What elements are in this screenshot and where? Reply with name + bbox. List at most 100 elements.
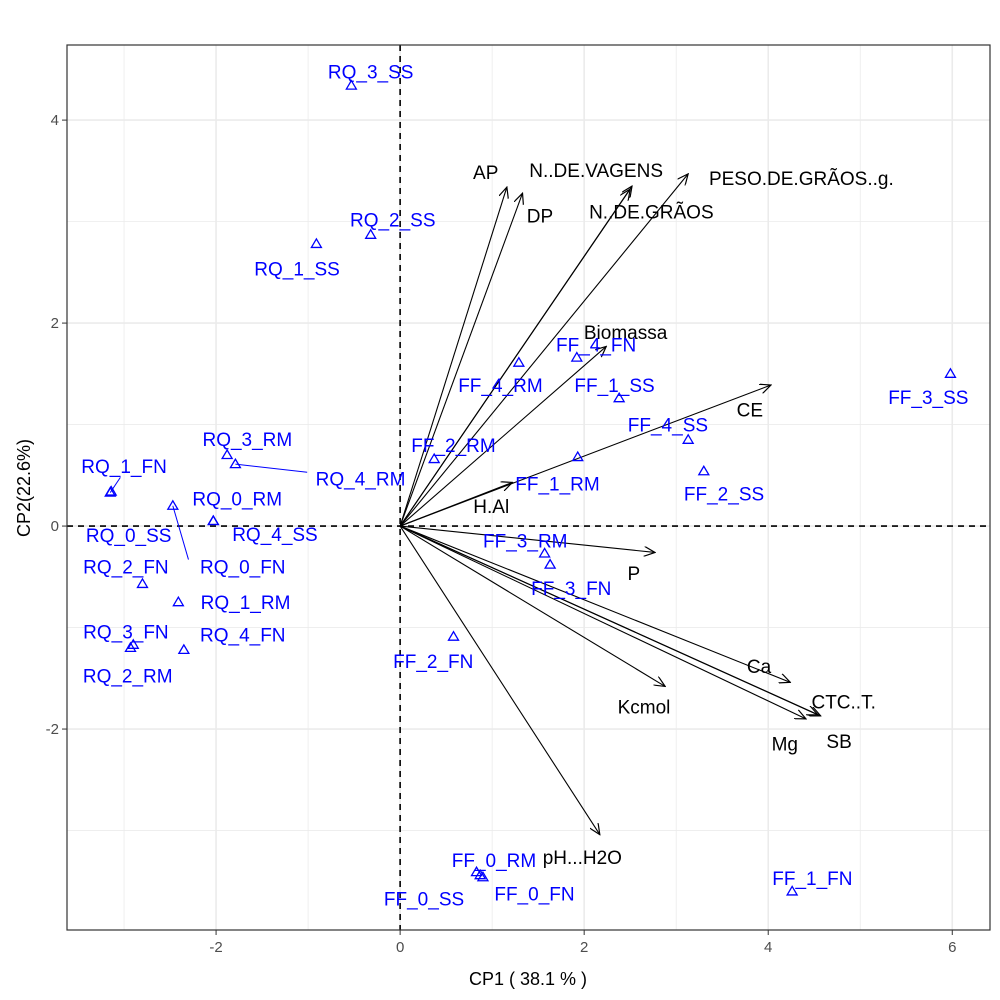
loading-arrow	[399, 525, 665, 686]
x-axis-title: CP1 ( 38.1 % )	[469, 969, 587, 989]
loading-arrow	[399, 346, 606, 527]
y-tick-label: -2	[46, 721, 59, 738]
loading-arrow	[400, 525, 655, 552]
loading-arrow	[399, 482, 512, 527]
observation-label: RQ_3_RM	[202, 430, 292, 451]
observation-label: RQ_1_RM	[201, 593, 291, 614]
observation-label: FF_0_SS	[384, 890, 464, 911]
variable-label: N..DE.GRÃOS	[589, 201, 714, 223]
variable-label: Kcmol	[618, 698, 671, 719]
variable-label: Mg	[772, 734, 798, 755]
variable-label: N..DE.VAGENS	[529, 161, 663, 182]
loading-arrow	[399, 193, 522, 527]
observation-point	[364, 228, 377, 239]
variable-label: CE	[737, 400, 763, 421]
observation-label: RQ_2_RM	[83, 666, 173, 687]
observation-point	[682, 433, 695, 444]
observation-point	[786, 885, 799, 896]
observation-point	[105, 485, 118, 496]
observation-point	[613, 391, 626, 403]
observation-point	[172, 595, 185, 607]
observation-label: RQ_4_SS	[232, 525, 318, 546]
y-tick-label: 4	[51, 112, 59, 129]
observation-point	[476, 870, 490, 882]
observation-point	[207, 514, 220, 526]
y-axis-title: CP2(22.6%)	[14, 439, 34, 537]
variable-label: DP	[527, 207, 553, 228]
x-tick-label: 4	[764, 939, 772, 956]
loading-arrow	[399, 525, 790, 682]
observation-label: FF_3_SS	[888, 388, 968, 409]
observation-label: RQ_3_SS	[328, 62, 414, 83]
observation-point	[220, 448, 234, 460]
label-leader-line	[172, 505, 189, 560]
variable-label: Ca	[747, 657, 772, 678]
observation-label: FF_1_FN	[772, 869, 852, 890]
y-tick-label: 0	[51, 518, 59, 535]
observation-point	[470, 865, 483, 877]
label-leader-line	[235, 463, 308, 473]
observation-point	[570, 351, 583, 362]
observation-label: RQ_0_FN	[200, 558, 286, 579]
observation-label: RQ_1_FN	[81, 457, 167, 478]
axis-ticks: -2 0 2 4 6 -2 0 2 4	[46, 112, 957, 956]
y-tick-label: 2	[51, 315, 59, 332]
observation-label: FF_0_FN	[494, 884, 574, 905]
observation-label: FF_4_SS	[628, 416, 708, 437]
variable-label: H.Al	[473, 497, 509, 518]
observation-label: FF_1_RM	[515, 474, 599, 495]
observation-label: RQ_4_FN	[200, 626, 286, 647]
variable-label: CTC..T.	[811, 693, 875, 714]
observation-point	[166, 499, 179, 510]
variable-label: SB	[826, 732, 851, 753]
observation-point	[428, 452, 441, 464]
observation-point	[229, 457, 242, 469]
observation-label: FF_4_RM	[458, 376, 542, 397]
variable-label: P	[628, 564, 641, 585]
observation-point	[538, 547, 551, 558]
observation-point	[543, 558, 557, 569]
observation-label: RQ_2_FN	[83, 558, 169, 579]
x-tick-label: 0	[396, 939, 404, 956]
observation-label: FF_2_SS	[684, 485, 764, 506]
observation-label: RQ_0_SS	[86, 526, 172, 547]
x-tick-label: 2	[580, 939, 588, 956]
observation-label: FF_0_RM	[452, 851, 536, 872]
observation-point	[310, 237, 323, 249]
plot-panel-border	[66, 44, 991, 931]
loading-arrow	[399, 525, 600, 835]
loading-arrow	[399, 189, 630, 527]
observation-label: RQ_4_RM	[316, 469, 406, 490]
variable-arrows: AP DP N..DE.VAGENS PESO.DE.GRÃOS..g. N..DE.G…	[399, 161, 894, 869]
observation-label: FF_2_RM	[411, 436, 495, 457]
loading-arrow	[399, 525, 806, 719]
observation-point	[136, 577, 149, 589]
observation-label: RQ_1_SS	[254, 259, 340, 280]
observation-label: FF_3_FN	[531, 579, 611, 600]
observation-point	[177, 643, 191, 655]
observation-label: FF_3_RM	[483, 531, 567, 552]
observation-label: FF_1_SS	[574, 376, 654, 397]
x-tick-label: 6	[948, 939, 956, 956]
grid	[67, 45, 990, 930]
observation-label: FF_4_FN	[556, 335, 636, 356]
observation-point	[512, 356, 525, 367]
observation-label: RQ_3_FN	[83, 623, 169, 644]
variable-label: pH...H2O	[543, 848, 622, 869]
observation-label: RQ_2_SS	[350, 211, 436, 232]
observation-point	[124, 641, 137, 653]
variable-label: AP	[473, 163, 498, 184]
observation-point	[571, 450, 584, 462]
loading-arrow	[399, 525, 818, 715]
observation-point	[345, 79, 358, 90]
variable-label: Biomassa	[584, 323, 668, 344]
reference-lines	[67, 45, 990, 930]
observation-point	[697, 464, 710, 476]
observation-point	[447, 630, 460, 641]
loading-arrow	[399, 174, 688, 527]
observation-label: FF_2_FN	[393, 652, 473, 673]
observation-point	[944, 367, 957, 378]
plot-panel-background	[67, 45, 990, 930]
observation-points: RQ_3_SS RQ_2_SS RQ_1_SS FF_4_FN FF_4_RM FF_1_…	[81, 62, 968, 910]
